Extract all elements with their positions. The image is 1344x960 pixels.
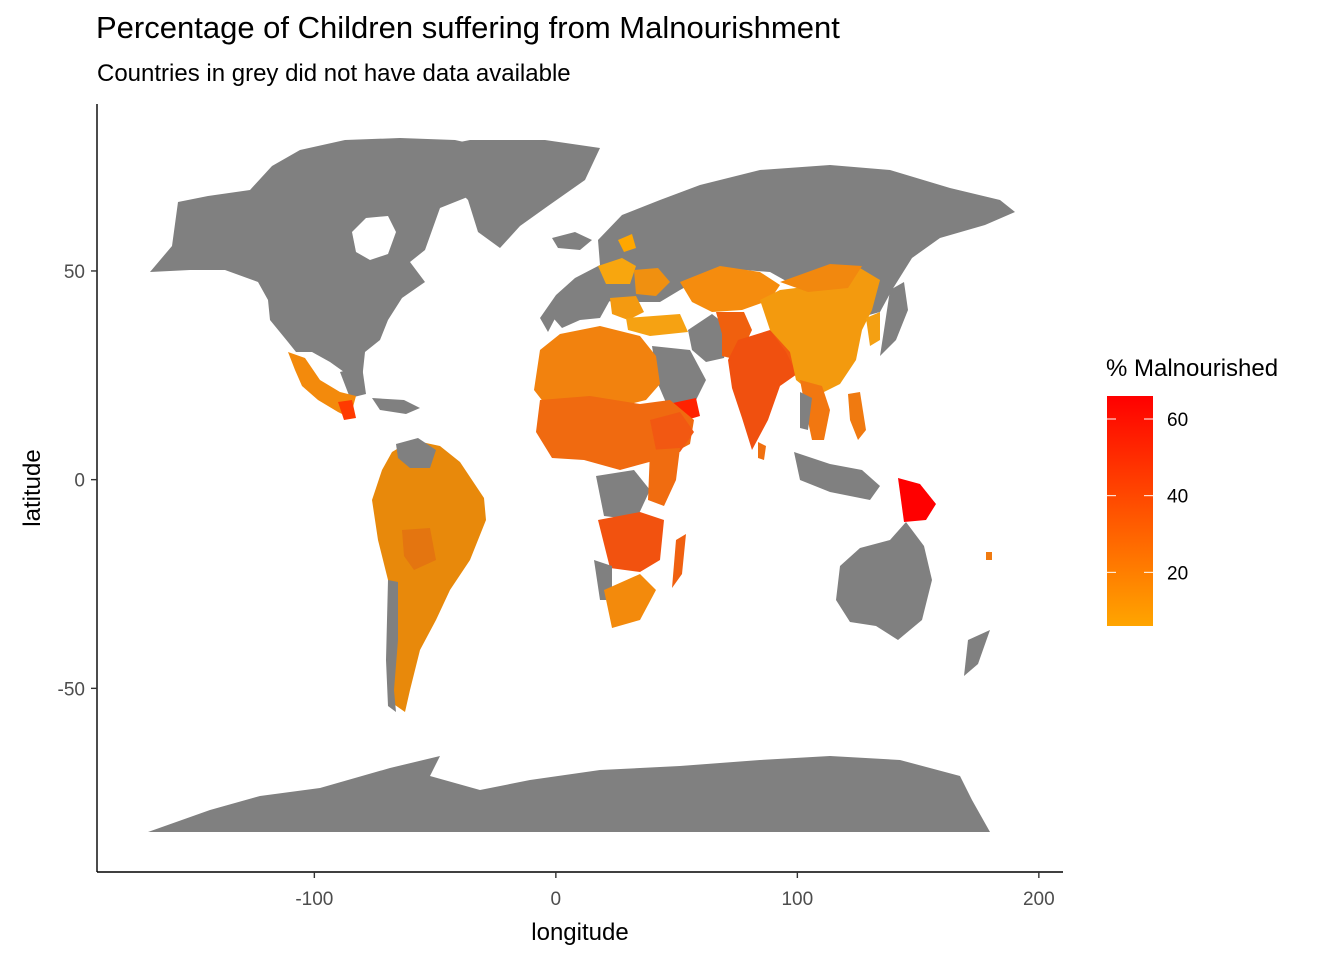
region-europe-west-nodata [548,288,610,328]
region-bolivia [402,528,436,570]
region-mongolia [780,264,862,292]
region-australia [836,522,932,640]
x-tick-label: 100 [781,889,813,910]
legend: % Malnourished 60 40 20 [1106,355,1278,626]
region-balkans [610,296,644,320]
legend-tick-label: 60 [1167,410,1188,431]
region-ethiopia [650,412,694,452]
region-arabia-nodata [652,346,706,412]
region-turkey [626,314,688,336]
region-hudson-bay [352,216,396,260]
region-japan [880,282,908,356]
region-india [728,330,800,450]
region-guatemala [338,400,356,420]
region-south-america [372,440,486,712]
region-madagascar [672,534,686,588]
x-tick-label: -100 [295,889,333,910]
x-axis-title: longitude [531,919,628,946]
region-caribbean [372,398,420,414]
region-ukraine [634,268,670,296]
region-chile-nodata [386,580,398,712]
legend-title: % Malnourished [1106,355,1278,382]
region-pacific-islands [986,552,992,560]
y-tick-label: -50 [58,679,85,700]
x-axis-ticks: -100 0 100 200 [295,872,1055,910]
region-east-africa [648,448,680,506]
legend-tick-label: 40 [1167,487,1188,508]
x-tick-label: 0 [551,889,562,910]
region-sri-lanka [758,442,766,460]
chart-title: Percentage of Children suffering from Ma… [96,10,840,45]
region-central-asia [680,266,780,312]
region-poland [598,258,636,284]
region-papua-new-guinea [898,478,936,522]
y-axis-title: latitude [19,449,46,526]
region-thailand-nodata [800,392,812,430]
map-regions [148,138,1015,832]
region-china [760,268,880,396]
legend-tick-label: 20 [1167,563,1188,584]
region-africa-north [534,326,660,408]
region-antarctica [148,756,990,832]
region-central-america-nodata [340,366,366,398]
region-guianas-nodata [396,438,436,468]
region-south-africa [604,574,656,628]
region-new-zealand [964,630,990,676]
y-tick-label: 50 [64,262,85,283]
chart-subtitle: Countries in grey did not have data avai… [97,60,571,87]
y-axis-ticks: 50 0 -50 [58,262,97,700]
region-southern-africa [598,512,664,572]
y-tick-label: 0 [74,471,85,492]
region-greenland [420,140,600,248]
region-se-asia-mainland [800,380,830,440]
region-philippines [848,392,866,440]
region-indonesia-nodata [794,452,880,500]
region-korea [866,312,880,346]
region-baltic [618,234,636,252]
legend-colorbar [1107,396,1153,626]
region-north-america [150,138,508,380]
region-mexico [288,352,356,418]
region-central-africa-nodata [596,470,650,520]
x-tick-label: 200 [1023,889,1055,910]
region-iceland [552,232,592,250]
legend-ticks: 60 40 20 [1107,410,1188,584]
